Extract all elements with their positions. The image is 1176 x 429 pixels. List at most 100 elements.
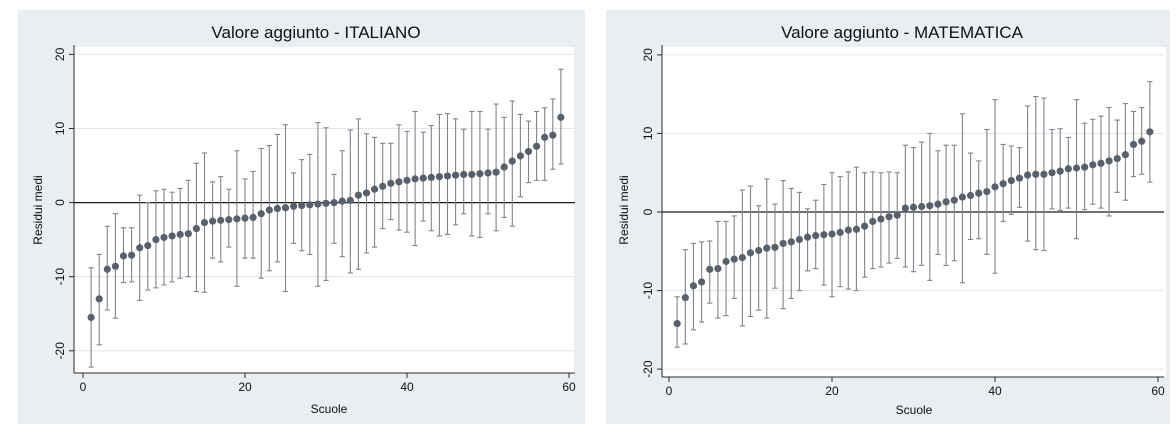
y-tick-label: 0 [53, 199, 67, 206]
x-tick-label: 60 [562, 380, 576, 394]
data-point [306, 201, 314, 209]
x-tick-label: 40 [400, 380, 414, 394]
data-point [934, 200, 942, 208]
data-point [1040, 170, 1048, 178]
data-point [249, 213, 257, 222]
y-axis-label: Residui medi [617, 175, 631, 244]
data-point [828, 230, 836, 238]
axes: -20 -10 0 10 20 0 20 40 60 [53, 45, 576, 394]
data-point [755, 246, 763, 255]
data-point [1024, 171, 1032, 179]
y-tick-label: -10 [53, 268, 67, 286]
data-point [942, 198, 950, 206]
y-tick-label: -20 [53, 342, 67, 360]
data-point [877, 215, 885, 223]
error-bar [274, 133, 280, 263]
data-point [1072, 164, 1081, 172]
y-tick-label: 10 [641, 126, 655, 140]
data-point [290, 202, 298, 210]
x-tick-label: 0 [80, 380, 87, 394]
error-bar [542, 107, 548, 181]
y-tick-label: 20 [53, 47, 67, 61]
data-point [395, 178, 403, 186]
x-axis-label: Scuole [896, 403, 933, 417]
y-tick-label: -20 [641, 360, 655, 378]
data-point [549, 131, 557, 139]
data-point [557, 113, 565, 121]
error-bar [396, 124, 402, 231]
data-point [257, 210, 265, 218]
data-point [1138, 137, 1146, 145]
error-bar [723, 220, 729, 317]
data-point [763, 244, 771, 252]
data-point [500, 163, 508, 171]
data-point [354, 191, 362, 199]
data-point [192, 224, 200, 233]
data-point [673, 319, 681, 328]
x-tick-label: 20 [238, 380, 252, 394]
data-point [689, 282, 698, 290]
data-point [1113, 154, 1121, 163]
data-point [233, 215, 241, 223]
data-point [983, 187, 991, 196]
data-point [836, 228, 844, 237]
data-point [338, 197, 346, 205]
data-point [136, 244, 144, 252]
panel-matematica: Valore aggiunto - MATEMATICA -20 -10 0 10 20… [606, 10, 1170, 424]
data-point [844, 226, 852, 234]
data-point [1056, 167, 1064, 175]
data-point [901, 204, 909, 212]
data-point [176, 230, 184, 239]
error-bar [185, 179, 191, 278]
panel-italiano: Valore aggiunto - ITALIANO -20 -10 0 10 20 0 2… [18, 10, 585, 424]
data-point [722, 257, 730, 266]
data-point [492, 168, 500, 176]
y-tick-label: 10 [53, 122, 67, 136]
chart-title: Valore aggiunto - MATEMATICA [781, 23, 1024, 42]
data-point [681, 294, 689, 302]
data-point [298, 201, 306, 210]
data-point [362, 189, 371, 197]
data-point [314, 200, 322, 208]
x-tick-label: 20 [825, 384, 839, 398]
error-bar [976, 160, 982, 240]
error-bar [1065, 136, 1071, 209]
data-point [1097, 159, 1105, 167]
data-point [411, 175, 419, 183]
data-point [1089, 161, 1097, 169]
data-point [103, 265, 111, 273]
data-point [160, 233, 168, 242]
data-point [217, 216, 225, 224]
data-point [403, 176, 411, 184]
data-point [999, 180, 1007, 188]
data-point [468, 170, 476, 179]
data-point [152, 236, 160, 244]
data-point [209, 217, 217, 225]
data-point [379, 182, 387, 190]
data-point [427, 173, 435, 181]
data-point [371, 185, 379, 193]
plot-area [74, 47, 574, 373]
data-point [730, 255, 738, 263]
data-point [1081, 163, 1089, 171]
data-point [225, 216, 233, 224]
data-point [771, 243, 779, 251]
error-bar [331, 173, 337, 244]
data-point [484, 169, 492, 177]
y-tick-label: -10 [641, 282, 655, 300]
data-point [926, 202, 934, 210]
data-point [508, 157, 516, 165]
data-point [516, 152, 525, 160]
data-point [1146, 128, 1154, 136]
data-point [795, 235, 804, 244]
data-point [128, 251, 136, 259]
data-point [706, 265, 714, 273]
data-point [738, 253, 746, 262]
data-point [452, 171, 460, 179]
x-tick-label: 40 [988, 384, 1002, 398]
data-point [966, 191, 975, 200]
data-point [885, 213, 893, 221]
data-point [168, 232, 176, 240]
data-point [803, 233, 812, 241]
